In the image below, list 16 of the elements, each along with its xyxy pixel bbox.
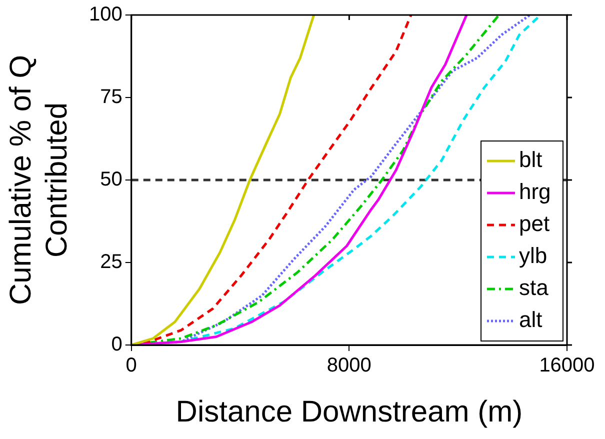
y-tick-label: 50 <box>100 168 122 191</box>
y-tick-label: 75 <box>100 86 122 108</box>
x-tick-label: 16000 <box>539 354 595 377</box>
x-tick-label: 8000 <box>326 354 372 377</box>
legend-label: sta <box>519 275 550 300</box>
legend-label: ylb <box>519 243 548 268</box>
x-tick-label: 0 <box>126 354 137 377</box>
legend-label: hrg <box>519 179 551 204</box>
y-tick-label: 25 <box>100 251 122 274</box>
y-tick-label: 0 <box>111 334 122 356</box>
legend-label: alt <box>519 307 542 332</box>
legend-label: blt <box>519 147 542 172</box>
legend-label: pet <box>519 211 550 236</box>
y-tick-label: 100 <box>88 4 122 26</box>
x-axis-title: Distance Downstream (m) <box>176 395 523 428</box>
y-axis-title: Cumulative % of Q Contributed <box>4 54 74 306</box>
